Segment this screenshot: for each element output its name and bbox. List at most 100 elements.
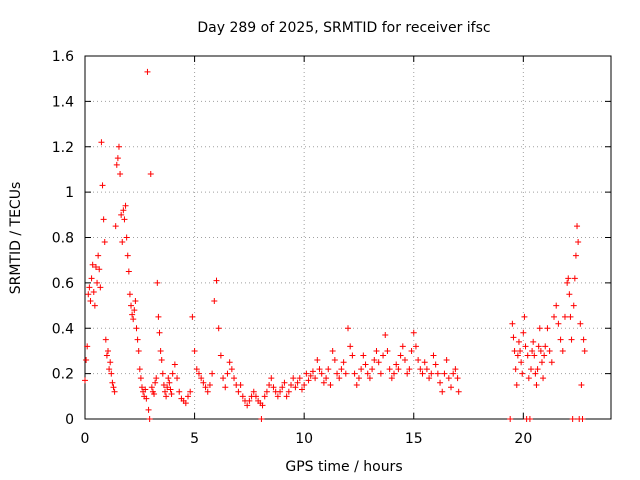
data-point xyxy=(239,393,246,400)
data-point xyxy=(561,313,568,320)
data-point xyxy=(349,352,356,359)
data-point xyxy=(270,384,277,391)
data-point xyxy=(112,223,119,230)
data-point xyxy=(250,388,257,395)
data-point xyxy=(89,261,96,268)
data-point xyxy=(406,366,413,373)
data-point xyxy=(347,343,354,350)
data-point xyxy=(386,366,393,373)
data-point xyxy=(169,370,176,377)
data-point xyxy=(371,357,378,364)
data-point xyxy=(235,388,242,395)
data-point xyxy=(182,400,189,407)
data-point xyxy=(246,397,253,404)
data-point xyxy=(548,359,555,366)
data-point xyxy=(279,384,286,391)
data-point xyxy=(439,388,446,395)
data-point xyxy=(100,216,107,223)
data-point xyxy=(512,366,519,373)
data-point xyxy=(209,370,216,377)
data-point xyxy=(443,357,450,364)
data-point xyxy=(135,347,142,354)
data-point xyxy=(327,381,334,388)
data-point xyxy=(353,381,360,388)
y-axis: 0 0.2 0.4 0.6 0.8 1 1.2 1.4 1.6 xyxy=(52,49,611,428)
data-point xyxy=(97,284,104,291)
data-point xyxy=(448,384,455,391)
data-point xyxy=(329,347,336,354)
data-point xyxy=(323,375,330,382)
data-point xyxy=(517,347,524,354)
data-point xyxy=(88,275,95,282)
data-point xyxy=(228,366,235,373)
data-point xyxy=(579,416,586,422)
data-point xyxy=(401,357,408,364)
data-point xyxy=(557,336,564,343)
data-point xyxy=(117,170,124,177)
data-point xyxy=(200,379,207,386)
data-point xyxy=(82,377,88,384)
y-tick-label: 1.4 xyxy=(52,94,74,110)
data-point xyxy=(331,357,338,364)
data-point xyxy=(397,352,404,359)
data-point xyxy=(305,377,312,384)
x-tick-label: 20 xyxy=(514,431,532,447)
data-point xyxy=(518,359,525,366)
data-point xyxy=(263,388,270,395)
data-point xyxy=(85,291,92,298)
data-point xyxy=(342,370,349,377)
data-point xyxy=(419,370,426,377)
x-tick-label: 0 xyxy=(81,431,90,447)
data-point xyxy=(334,370,341,377)
data-point xyxy=(124,252,131,259)
data-point xyxy=(189,313,196,320)
data-point xyxy=(530,338,537,345)
data-point xyxy=(110,384,117,391)
data-point xyxy=(274,393,281,400)
data-point xyxy=(166,379,173,386)
data-point xyxy=(515,338,522,345)
data-point xyxy=(520,329,527,336)
y-tick-label: 0 xyxy=(65,412,74,428)
data-point xyxy=(511,347,518,354)
data-point xyxy=(198,375,205,382)
data-point xyxy=(513,381,520,388)
data-point xyxy=(163,393,170,400)
data-point xyxy=(301,381,308,388)
data-point xyxy=(224,370,231,377)
y-tick-label: 1.2 xyxy=(52,140,74,156)
data-point xyxy=(90,288,97,295)
data-point xyxy=(130,316,137,323)
data-point xyxy=(434,370,441,377)
grid xyxy=(85,56,611,419)
data-point xyxy=(114,155,121,162)
data-point xyxy=(428,370,435,377)
data-point xyxy=(121,216,128,223)
data-point xyxy=(533,381,540,388)
data-point xyxy=(244,402,251,409)
data-point xyxy=(285,388,292,395)
data-point xyxy=(102,336,109,343)
data-point xyxy=(109,379,116,386)
x-axis-label: GPS time / hours xyxy=(285,459,402,475)
data-point xyxy=(195,370,202,377)
data-point xyxy=(176,388,183,395)
data-point xyxy=(99,182,106,189)
data-point xyxy=(91,302,98,309)
data-point xyxy=(129,311,136,318)
data-point xyxy=(521,313,528,320)
data-point xyxy=(454,375,461,382)
data-point xyxy=(534,366,541,373)
chart-title: Day 289 of 2025, SRMTID for receiver ifs… xyxy=(197,20,490,36)
data-point xyxy=(399,343,406,350)
data-point xyxy=(538,359,545,366)
data-point xyxy=(138,384,145,391)
data-point xyxy=(156,329,163,336)
data-point xyxy=(360,352,367,359)
data-point xyxy=(572,252,579,259)
data-point xyxy=(577,320,584,327)
data-point xyxy=(143,395,150,402)
data-point xyxy=(415,357,422,364)
data-point xyxy=(314,357,321,364)
data-point xyxy=(168,391,175,398)
